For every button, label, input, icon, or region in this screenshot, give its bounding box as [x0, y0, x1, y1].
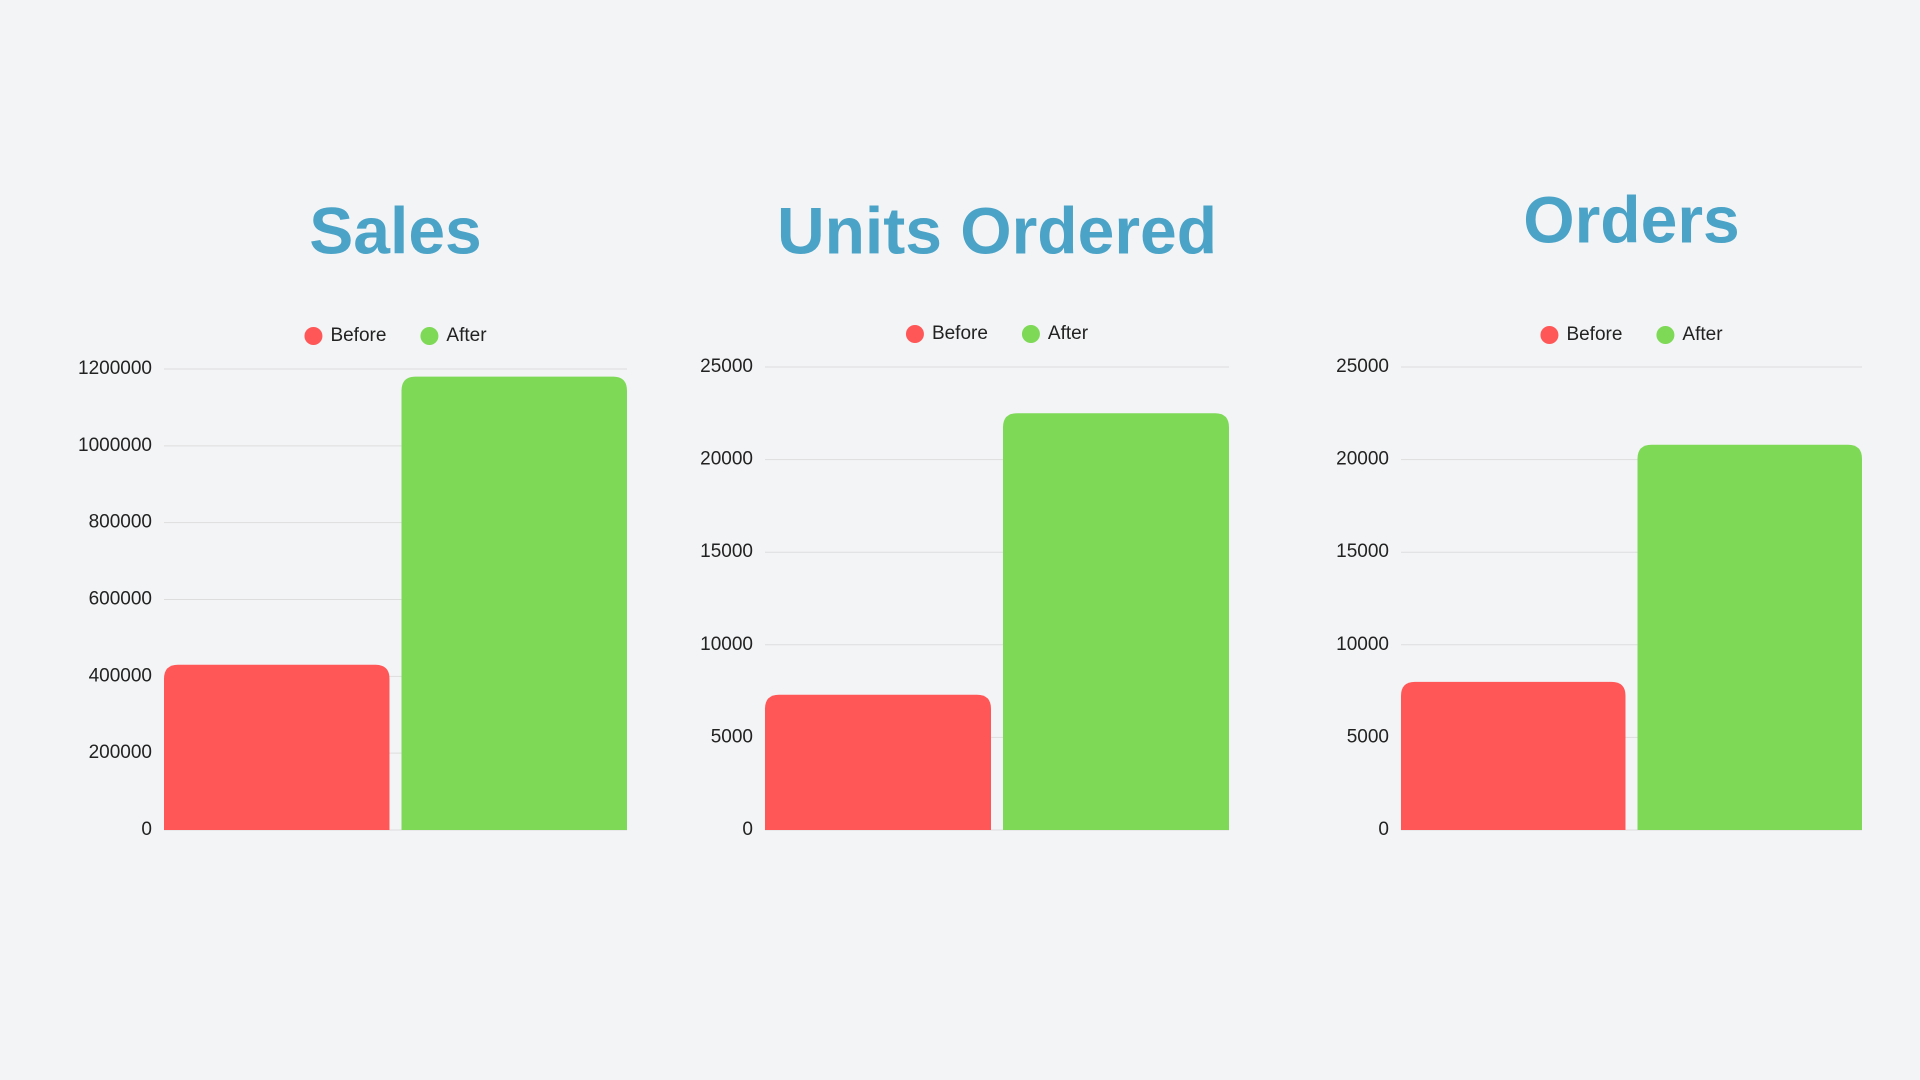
chart-title: Sales [309, 193, 481, 267]
y-tick-label: 15000 [700, 541, 753, 562]
chart-panel: Orders 0 5000 10000 15000 20000 25000 Before Aft… [1336, 182, 1862, 840]
legend: Before After [304, 325, 487, 346]
bar [1637, 444, 1862, 830]
y-tick-label: 0 [141, 819, 152, 840]
legend: Before After [1540, 324, 1723, 345]
y-tick-label: 25000 [700, 356, 753, 377]
y-tick-label: 400000 [89, 665, 152, 686]
legend-label: After [446, 325, 487, 346]
bar [164, 664, 390, 830]
legend-marker [1021, 325, 1040, 343]
bar [1003, 413, 1229, 830]
y-tick-label: 15000 [1336, 541, 1389, 562]
y-tick-label: 25000 [1336, 356, 1389, 377]
bar [401, 376, 627, 830]
chart-panel: Sales 0 200000 400000 600000 800000 1000000 120… [78, 193, 627, 840]
legend-marker [1540, 326, 1559, 344]
legend-label: After [1682, 324, 1723, 345]
legend: Before After [905, 323, 1089, 344]
legend-label: Before [330, 325, 386, 346]
y-tick-label: 20000 [1336, 449, 1389, 470]
y-tick-label: 20000 [700, 449, 753, 470]
legend-marker [1656, 326, 1675, 344]
legend-label: Before [1566, 324, 1622, 345]
chart-panel: Units Ordered 0 5000 10000 15000 20000 25000 Be… [700, 193, 1229, 840]
legend-label: Before [932, 323, 988, 344]
y-tick-label: 200000 [89, 742, 152, 763]
legend-marker [420, 327, 439, 345]
chart-title: Orders [1523, 182, 1739, 256]
y-tick-label: 1000000 [78, 435, 152, 456]
y-tick-label: 10000 [700, 634, 753, 655]
y-tick-label: 0 [742, 819, 753, 840]
y-tick-label: 5000 [711, 726, 753, 747]
legend-label: After [1048, 323, 1089, 344]
y-tick-label: 600000 [89, 589, 152, 610]
legend-marker [304, 327, 323, 345]
y-tick-label: 0 [1378, 819, 1389, 840]
y-tick-label: 800000 [89, 512, 152, 533]
y-tick-label: 1200000 [78, 358, 152, 379]
legend-marker [905, 325, 924, 343]
bar [765, 694, 991, 830]
y-tick-label: 10000 [1336, 634, 1389, 655]
chart-title: Units Ordered [777, 193, 1217, 267]
y-tick-label: 5000 [1347, 726, 1389, 747]
bar [1401, 681, 1626, 830]
